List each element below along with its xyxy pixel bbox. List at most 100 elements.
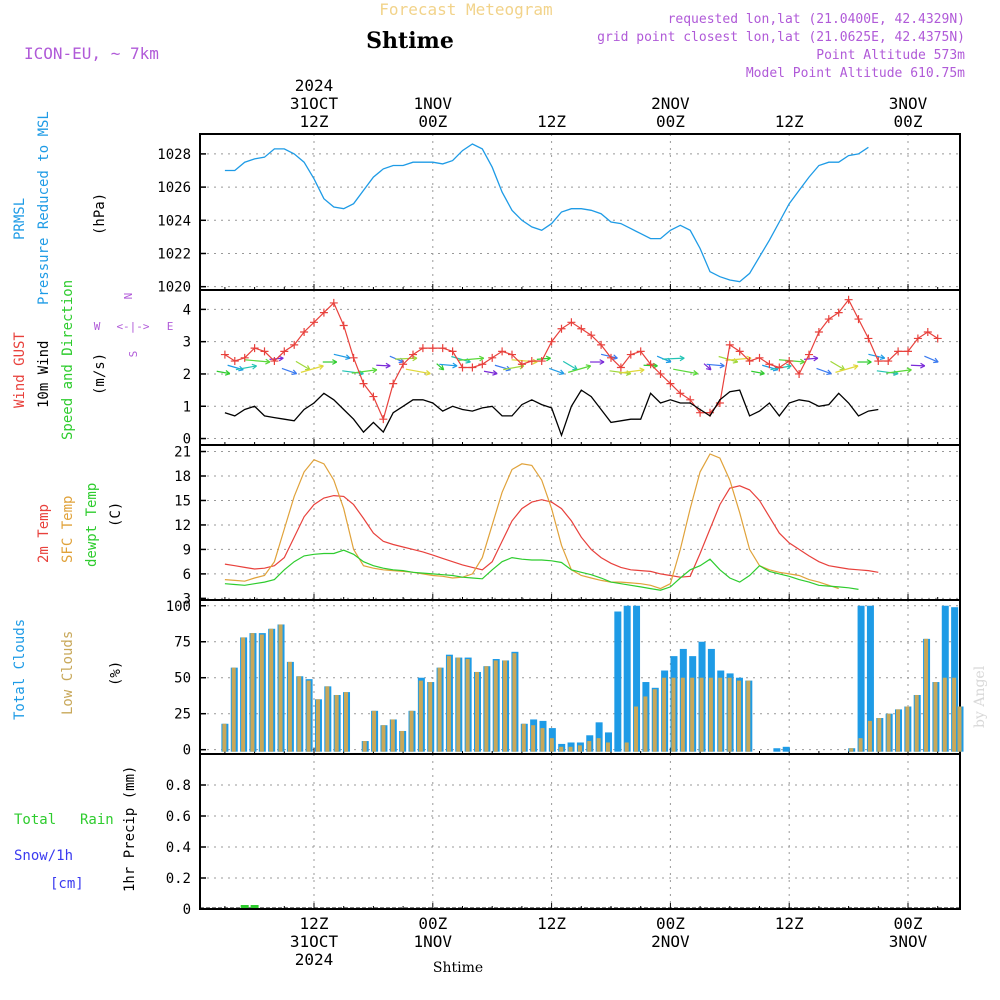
wind-arrow-head [854, 365, 859, 370]
gust-marker [864, 334, 873, 343]
gust-marker [735, 347, 744, 356]
y-tick-label: 0 [183, 432, 191, 448]
wind-arrow-head [759, 373, 765, 376]
wind-arrow-head [252, 365, 257, 370]
low-cloud-bar [278, 624, 283, 752]
low-cloud-bar [325, 686, 330, 752]
wind-arrow-head [719, 365, 725, 369]
clouds-unit: (%) [108, 661, 124, 686]
precip-bar [250, 905, 259, 908]
low-cloud-bar [362, 741, 367, 752]
low-clouds-label: Low Clouds [60, 631, 76, 715]
low-cloud-bar [222, 723, 227, 752]
wind-line [224, 389, 879, 438]
low-cloud-bar [877, 718, 882, 752]
precip-bar [240, 905, 249, 908]
wind-arrow-head [225, 370, 231, 375]
wind-arrow-head [880, 354, 886, 359]
gust-marker [597, 340, 606, 349]
low-cloud-bar [577, 745, 582, 752]
wind-arrow-head [907, 369, 912, 374]
wind-arrow [483, 370, 498, 375]
low-cloud-bar [540, 728, 545, 752]
low-cloud-bar [259, 634, 264, 752]
wind-arrow [562, 360, 578, 371]
gust-marker [933, 334, 942, 343]
model-label: ICON-EU, ~ 7km [24, 44, 159, 63]
total-cloud-bar [604, 732, 612, 752]
gust-marker [894, 347, 903, 356]
gust-marker [775, 363, 784, 372]
compass-arrow: <-|-> [116, 320, 149, 333]
low-cloud-bar [269, 628, 274, 752]
gust-marker [607, 353, 615, 362]
low-cloud-bar [933, 682, 938, 752]
wind-arrow-head [425, 373, 431, 376]
wind-arrow-head [546, 357, 551, 362]
wind-arrow-head [438, 368, 444, 371]
gust-marker [260, 347, 269, 356]
top-time-label: 31OCT [290, 94, 339, 113]
wind-arrow [536, 357, 551, 360]
low-cloud-bar [344, 692, 349, 752]
y-tick-label: 15 [174, 493, 191, 509]
gust-marker [399, 360, 408, 369]
low-cloud-bar [306, 680, 311, 752]
wind-arrow [351, 369, 377, 374]
wind-arrow-head [920, 365, 926, 369]
wind-arrow-head [679, 357, 685, 362]
wind-arrow [609, 370, 631, 375]
low-cloud-bar [250, 633, 255, 752]
gust-marker [626, 350, 635, 359]
wind-arrow-head [318, 364, 324, 367]
wind-arrow [835, 365, 859, 373]
bottom-time-label: 1NOV [414, 932, 453, 951]
y-tick-label: 3 [183, 335, 191, 351]
wind-arrow-head [827, 369, 832, 375]
wind-arrow-head [478, 355, 485, 359]
low-cloud-bar [605, 742, 610, 752]
wind-arrow-head [239, 365, 244, 371]
wind-arrow-head [599, 359, 605, 363]
wind-arrow [395, 357, 417, 360]
gust-marker [884, 357, 893, 366]
gust-marker [349, 353, 358, 362]
watermark: by Angel [972, 665, 988, 728]
wind-arrow-head [732, 361, 738, 364]
wind-arrow-head [665, 361, 671, 364]
y-tick-label: 50 [174, 671, 191, 687]
top-time-label: 2NOV [651, 94, 690, 113]
gust-marker [557, 324, 566, 333]
wind-arrow-head [934, 357, 939, 363]
total-cloud-bar [857, 605, 865, 752]
wind-arrow-head [332, 361, 338, 365]
low-cloud-bar [587, 741, 592, 752]
wind-arrow-head [625, 373, 632, 376]
speed-label: Speed and Direction [60, 280, 76, 440]
wind-arrow-head [933, 361, 939, 364]
sfc-label: SFC Temp [60, 496, 76, 563]
low-cloud-bar [895, 709, 900, 752]
gust-marker [537, 357, 546, 366]
precip-cm-label: [cm] [50, 876, 84, 892]
gust-marker [913, 334, 922, 343]
wind-arrow [703, 363, 712, 371]
gust-marker [587, 331, 596, 340]
gust-marker [874, 357, 883, 366]
bottom-time-label: 00Z [656, 914, 685, 933]
wind-arrow-head [679, 355, 685, 359]
y-tick-label: 0.6 [166, 809, 191, 825]
y-tick-labels: 1020102210241026102801234369121518210255… [157, 147, 191, 918]
low-cloud-bar [437, 667, 442, 752]
wind-arrow-head [852, 364, 859, 367]
gust-marker [676, 389, 685, 398]
gust-marker [517, 360, 526, 369]
low-cloud-bar [241, 637, 246, 752]
low-cloud-bar [905, 706, 910, 752]
wind-arrow-head [560, 369, 565, 375]
gust-marker [795, 369, 804, 378]
wind-unit: (m/s) [92, 353, 108, 395]
wind-arrow-head [786, 363, 792, 367]
y-tick-label: 0 [183, 743, 191, 759]
wind-arrow [436, 363, 445, 371]
